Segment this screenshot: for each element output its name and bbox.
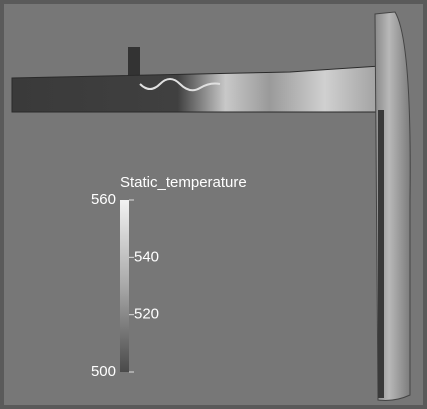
tick-label: 520 xyxy=(134,306,159,323)
tick-label: 540 xyxy=(134,248,159,265)
duct-wall xyxy=(378,110,384,398)
legend-title: Static_temperature xyxy=(120,174,247,191)
render-area xyxy=(4,4,423,405)
color-bar xyxy=(120,200,129,372)
viewport: Static_temperature 560 540 520 500 xyxy=(0,0,427,409)
tick-label: 560 xyxy=(91,191,116,208)
tick-label: 500 xyxy=(91,363,116,380)
inlet-stub xyxy=(128,47,140,79)
page: Static_temperature 560540520500 (() => {… xyxy=(0,0,427,409)
